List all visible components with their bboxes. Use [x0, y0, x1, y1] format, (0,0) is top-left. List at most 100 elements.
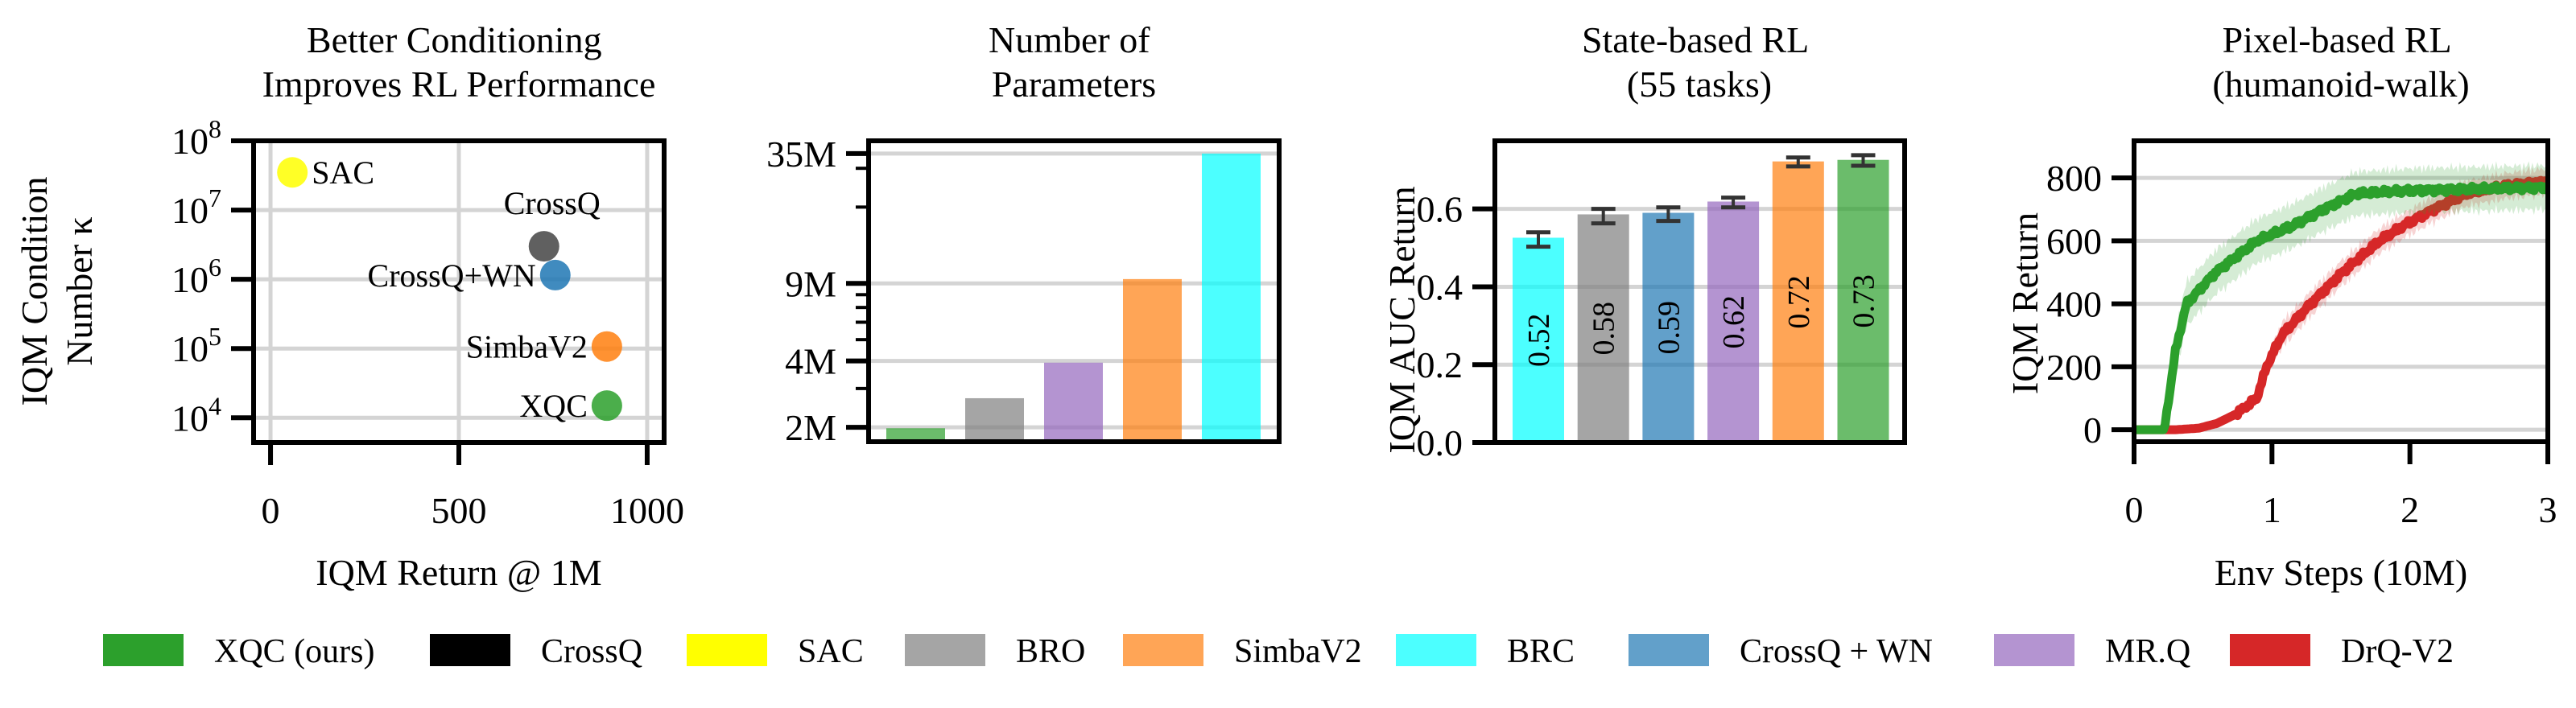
y-tick-base: 10	[171, 121, 208, 162]
legend-swatch	[905, 634, 985, 666]
y-tick-exponent: 4	[208, 391, 221, 420]
bar-crossq-wn	[1642, 212, 1695, 442]
y-tick-exponent: 5	[208, 322, 221, 351]
y-tick-label: 104	[171, 391, 221, 438]
point-label: CrossQ+WN	[368, 257, 536, 294]
axes-frame	[866, 138, 1282, 444]
state-title-line1: State-based RL	[1582, 19, 1808, 60]
y-axis-label: IQM AUC Return	[1381, 186, 1422, 453]
x-tick-label: 0	[262, 490, 280, 531]
pixel-title-line2: (humanoid-walk)	[2212, 64, 2469, 105]
scatter-title-line1: Better Conditioning	[307, 19, 602, 60]
legend-swatch	[430, 634, 510, 666]
y-tick-label: 35M	[766, 134, 836, 175]
x-axis-label: Env Steps (10M)	[2215, 552, 2467, 593]
legend-label: DrQ-V2	[2341, 633, 2454, 670]
axes-frame	[251, 138, 667, 445]
pixel-title: Pixel-based RL (humanoid-walk)	[2212, 19, 2469, 105]
point-label: CrossQ	[504, 185, 601, 221]
line-xqc-ours-	[2134, 181, 2548, 434]
bar-brc	[1513, 237, 1564, 442]
legend-swatch	[1629, 634, 1709, 666]
point-label: XQC	[519, 388, 587, 424]
point-label: SimbaV2	[466, 329, 588, 365]
y-tick-exponent: 6	[208, 253, 221, 282]
legend-item-bro: BRO	[905, 633, 1085, 670]
x-tick-label: 0	[2125, 489, 2144, 530]
legend-label: XQC (ours)	[214, 633, 374, 670]
y-tick-label: 9M	[785, 263, 836, 304]
scatter-point-sac	[277, 157, 308, 188]
legend-swatch	[687, 634, 767, 666]
bar-value-label: 0.62	[1717, 295, 1751, 349]
y-tick-label: 200	[2046, 347, 2102, 388]
y-tick-label: 0.0	[1417, 422, 1463, 463]
y-tick-label: 600	[2046, 220, 2102, 261]
legend-label: CrossQ + WN	[1740, 633, 1933, 670]
y-tick-label: 108	[171, 114, 221, 162]
y-tick-label: 105	[171, 322, 221, 369]
state-title: State-based RL (55 tasks)	[1582, 19, 1817, 105]
legend-item-sac: SAC	[687, 633, 864, 670]
bar-brc	[1202, 153, 1261, 442]
y-tick-label: 0.6	[1417, 189, 1463, 230]
pixel-line-panel: 0 200 400 600 800 0 1 2 3 Env Steps (10M) IQM Retu…	[2004, 138, 2557, 593]
legend-swatch	[1123, 634, 1203, 666]
bar-simbav2	[1123, 278, 1182, 442]
state-bar-panel: 0.0 0.2 0.4 0.6 0.52 0.58 0.59 0.62 0.72 0.73 IQM …	[1381, 138, 1907, 463]
legend-label: BRC	[1507, 633, 1575, 670]
panel-titles: Better Conditioning Improves RL Performa…	[262, 19, 2470, 105]
legend: XQC (ours) CrossQ SAC BRO SimbaV2 BRC CrossQ +…	[103, 633, 2454, 670]
y-axis-label: IQM Return	[2004, 212, 2046, 394]
legend-label: SimbaV2	[1234, 633, 1362, 670]
y-tick-exponent: 8	[208, 114, 221, 143]
y-tick-label: 107	[171, 183, 221, 231]
legend-label: SAC	[798, 633, 864, 670]
bar-mr-q	[1044, 362, 1103, 442]
legend-label: BRO	[1016, 633, 1085, 670]
axes-frame	[1492, 138, 1907, 445]
bar-value-label: 0.59	[1652, 301, 1686, 355]
legend-swatch	[1396, 634, 1476, 666]
legend-swatch	[103, 634, 184, 666]
point-label: SAC	[312, 154, 374, 191]
scatter-point-crossq	[528, 231, 559, 262]
y-axis-label-line1: IQM Condition	[14, 177, 55, 406]
legend-item-mr-q: MR.Q	[1994, 633, 2190, 670]
y-tick-label: 0.4	[1417, 266, 1463, 307]
bar-value-label: 0.73	[1847, 274, 1881, 328]
y-tick-exponent: 7	[208, 183, 221, 212]
axes-frame	[2132, 138, 2550, 444]
legend-item-brc: BRC	[1396, 633, 1575, 670]
y-tick-label: 4M	[785, 341, 836, 382]
x-axis-label: IQM Return @ 1M	[316, 552, 601, 593]
y-tick-label: 400	[2046, 284, 2102, 325]
legend-item-crossq-wn: CrossQ + WN	[1629, 633, 1933, 670]
bar-xqc	[886, 428, 945, 442]
y-tick-base: 10	[171, 328, 208, 369]
bar-xqc	[1837, 159, 1889, 443]
legend-item-crossq: CrossQ	[430, 633, 642, 670]
bar-value-label: 0.72	[1782, 275, 1816, 329]
x-tick-label: 2	[2401, 489, 2419, 530]
bar-value-label: 0.52	[1522, 313, 1556, 367]
legend-item-xqc-ours: XQC (ours)	[103, 633, 374, 670]
y-tick-base: 10	[171, 397, 208, 438]
y-axis-label-line2: Number κ	[59, 216, 100, 365]
scatter-point-simbav2	[591, 331, 622, 362]
scatter-title: Better Conditioning Improves RL Performa…	[262, 19, 656, 105]
bar-bro	[965, 397, 1024, 442]
y-tick-label: 106	[171, 253, 221, 300]
params-title-line1: Number of	[989, 19, 1150, 60]
scatter-title-line2: Improves RL Performance	[262, 64, 656, 105]
y-tick-label: 800	[2046, 158, 2102, 199]
params-title: Number of Parameters	[989, 19, 1159, 105]
legend-item-simbav2: SimbaV2	[1123, 633, 1362, 670]
pixel-title-line1: Pixel-based RL	[2223, 19, 2450, 60]
state-title-line2: (55 tasks)	[1627, 64, 1772, 105]
bar-value-label: 0.58	[1587, 302, 1621, 356]
bar-bro	[1577, 214, 1629, 442]
x-tick-label: 1	[2263, 489, 2281, 530]
bar-mr-q	[1707, 201, 1760, 442]
